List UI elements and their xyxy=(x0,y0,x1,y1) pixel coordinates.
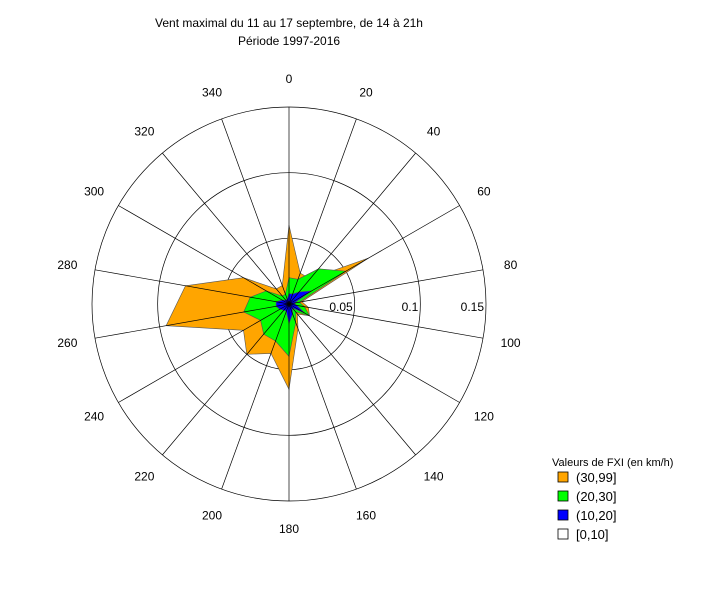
legend-title: Valeurs de FXI (en km/h) xyxy=(552,457,673,469)
legend-swatch xyxy=(557,490,569,502)
radial-tick-label: 0.15 xyxy=(461,300,485,314)
spoke-line xyxy=(288,303,484,339)
legend: Valeurs de FXI (en km/h) (30,99] (20,30] (… xyxy=(552,457,673,542)
chart-subtitle: Période 1997-2016 xyxy=(238,34,340,48)
spoke-line xyxy=(221,303,290,490)
spoke-line xyxy=(288,205,460,305)
spoke-line xyxy=(288,269,484,305)
radial-tick-label: 0.1 xyxy=(402,300,419,314)
direction-label: 180 xyxy=(279,522,299,536)
direction-label: 260 xyxy=(57,336,77,350)
spoke-line xyxy=(118,205,290,305)
legend-label: (10,20] xyxy=(576,508,616,523)
direction-label: 220 xyxy=(134,469,154,483)
spoke-group xyxy=(94,107,484,501)
direction-label: 340 xyxy=(202,86,222,100)
spoke-line xyxy=(221,118,290,305)
chart-title: Vent maximal du 11 au 17 septembre, de 1… xyxy=(155,16,423,30)
direction-label: 140 xyxy=(424,469,444,483)
spoke-line xyxy=(94,269,290,305)
direction-label: 200 xyxy=(202,508,222,522)
spoke-line xyxy=(118,303,290,403)
direction-label: 300 xyxy=(84,185,104,199)
spoke-line xyxy=(162,152,290,305)
legend-label: [0,10] xyxy=(576,527,609,542)
spoke-line xyxy=(288,118,357,305)
direction-label: 320 xyxy=(134,125,154,139)
direction-label: 20 xyxy=(359,86,373,100)
direction-label: 100 xyxy=(501,336,521,350)
radial-tick-label: 0.05 xyxy=(329,300,353,314)
legend-label: (30,99] xyxy=(576,470,616,485)
spoke-line xyxy=(162,303,290,456)
direction-label: 80 xyxy=(504,258,518,272)
axis-labels: 0 20 40 60 80 100 120 140 160 180 200 220 240 260 280 3… xyxy=(57,72,521,536)
legend-swatch xyxy=(557,509,569,521)
legend-label: (20,30] xyxy=(576,489,616,504)
direction-label: 40 xyxy=(427,125,441,139)
legend-swatch xyxy=(557,528,569,540)
legend-swatch xyxy=(557,471,569,483)
direction-label: 60 xyxy=(477,185,491,199)
spoke-line xyxy=(94,303,290,339)
direction-label: 240 xyxy=(84,410,104,424)
direction-label: 160 xyxy=(356,508,376,522)
direction-label: 0 xyxy=(286,72,293,86)
spoke-line xyxy=(288,303,357,490)
spoke-line xyxy=(288,152,416,305)
spoke-line xyxy=(288,303,460,403)
direction-label: 120 xyxy=(474,410,494,424)
direction-label: 280 xyxy=(57,258,77,272)
spoke-line xyxy=(288,303,416,456)
